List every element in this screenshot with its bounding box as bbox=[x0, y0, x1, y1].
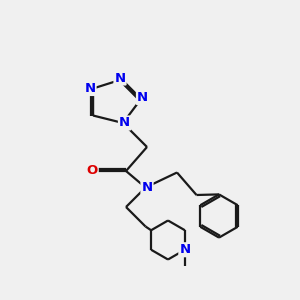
Text: N: N bbox=[179, 243, 191, 256]
Text: N: N bbox=[84, 82, 96, 95]
Text: N: N bbox=[137, 91, 148, 104]
Text: N: N bbox=[119, 116, 130, 130]
Text: O: O bbox=[86, 164, 98, 178]
Text: N: N bbox=[114, 71, 126, 85]
Text: N: N bbox=[141, 181, 153, 194]
